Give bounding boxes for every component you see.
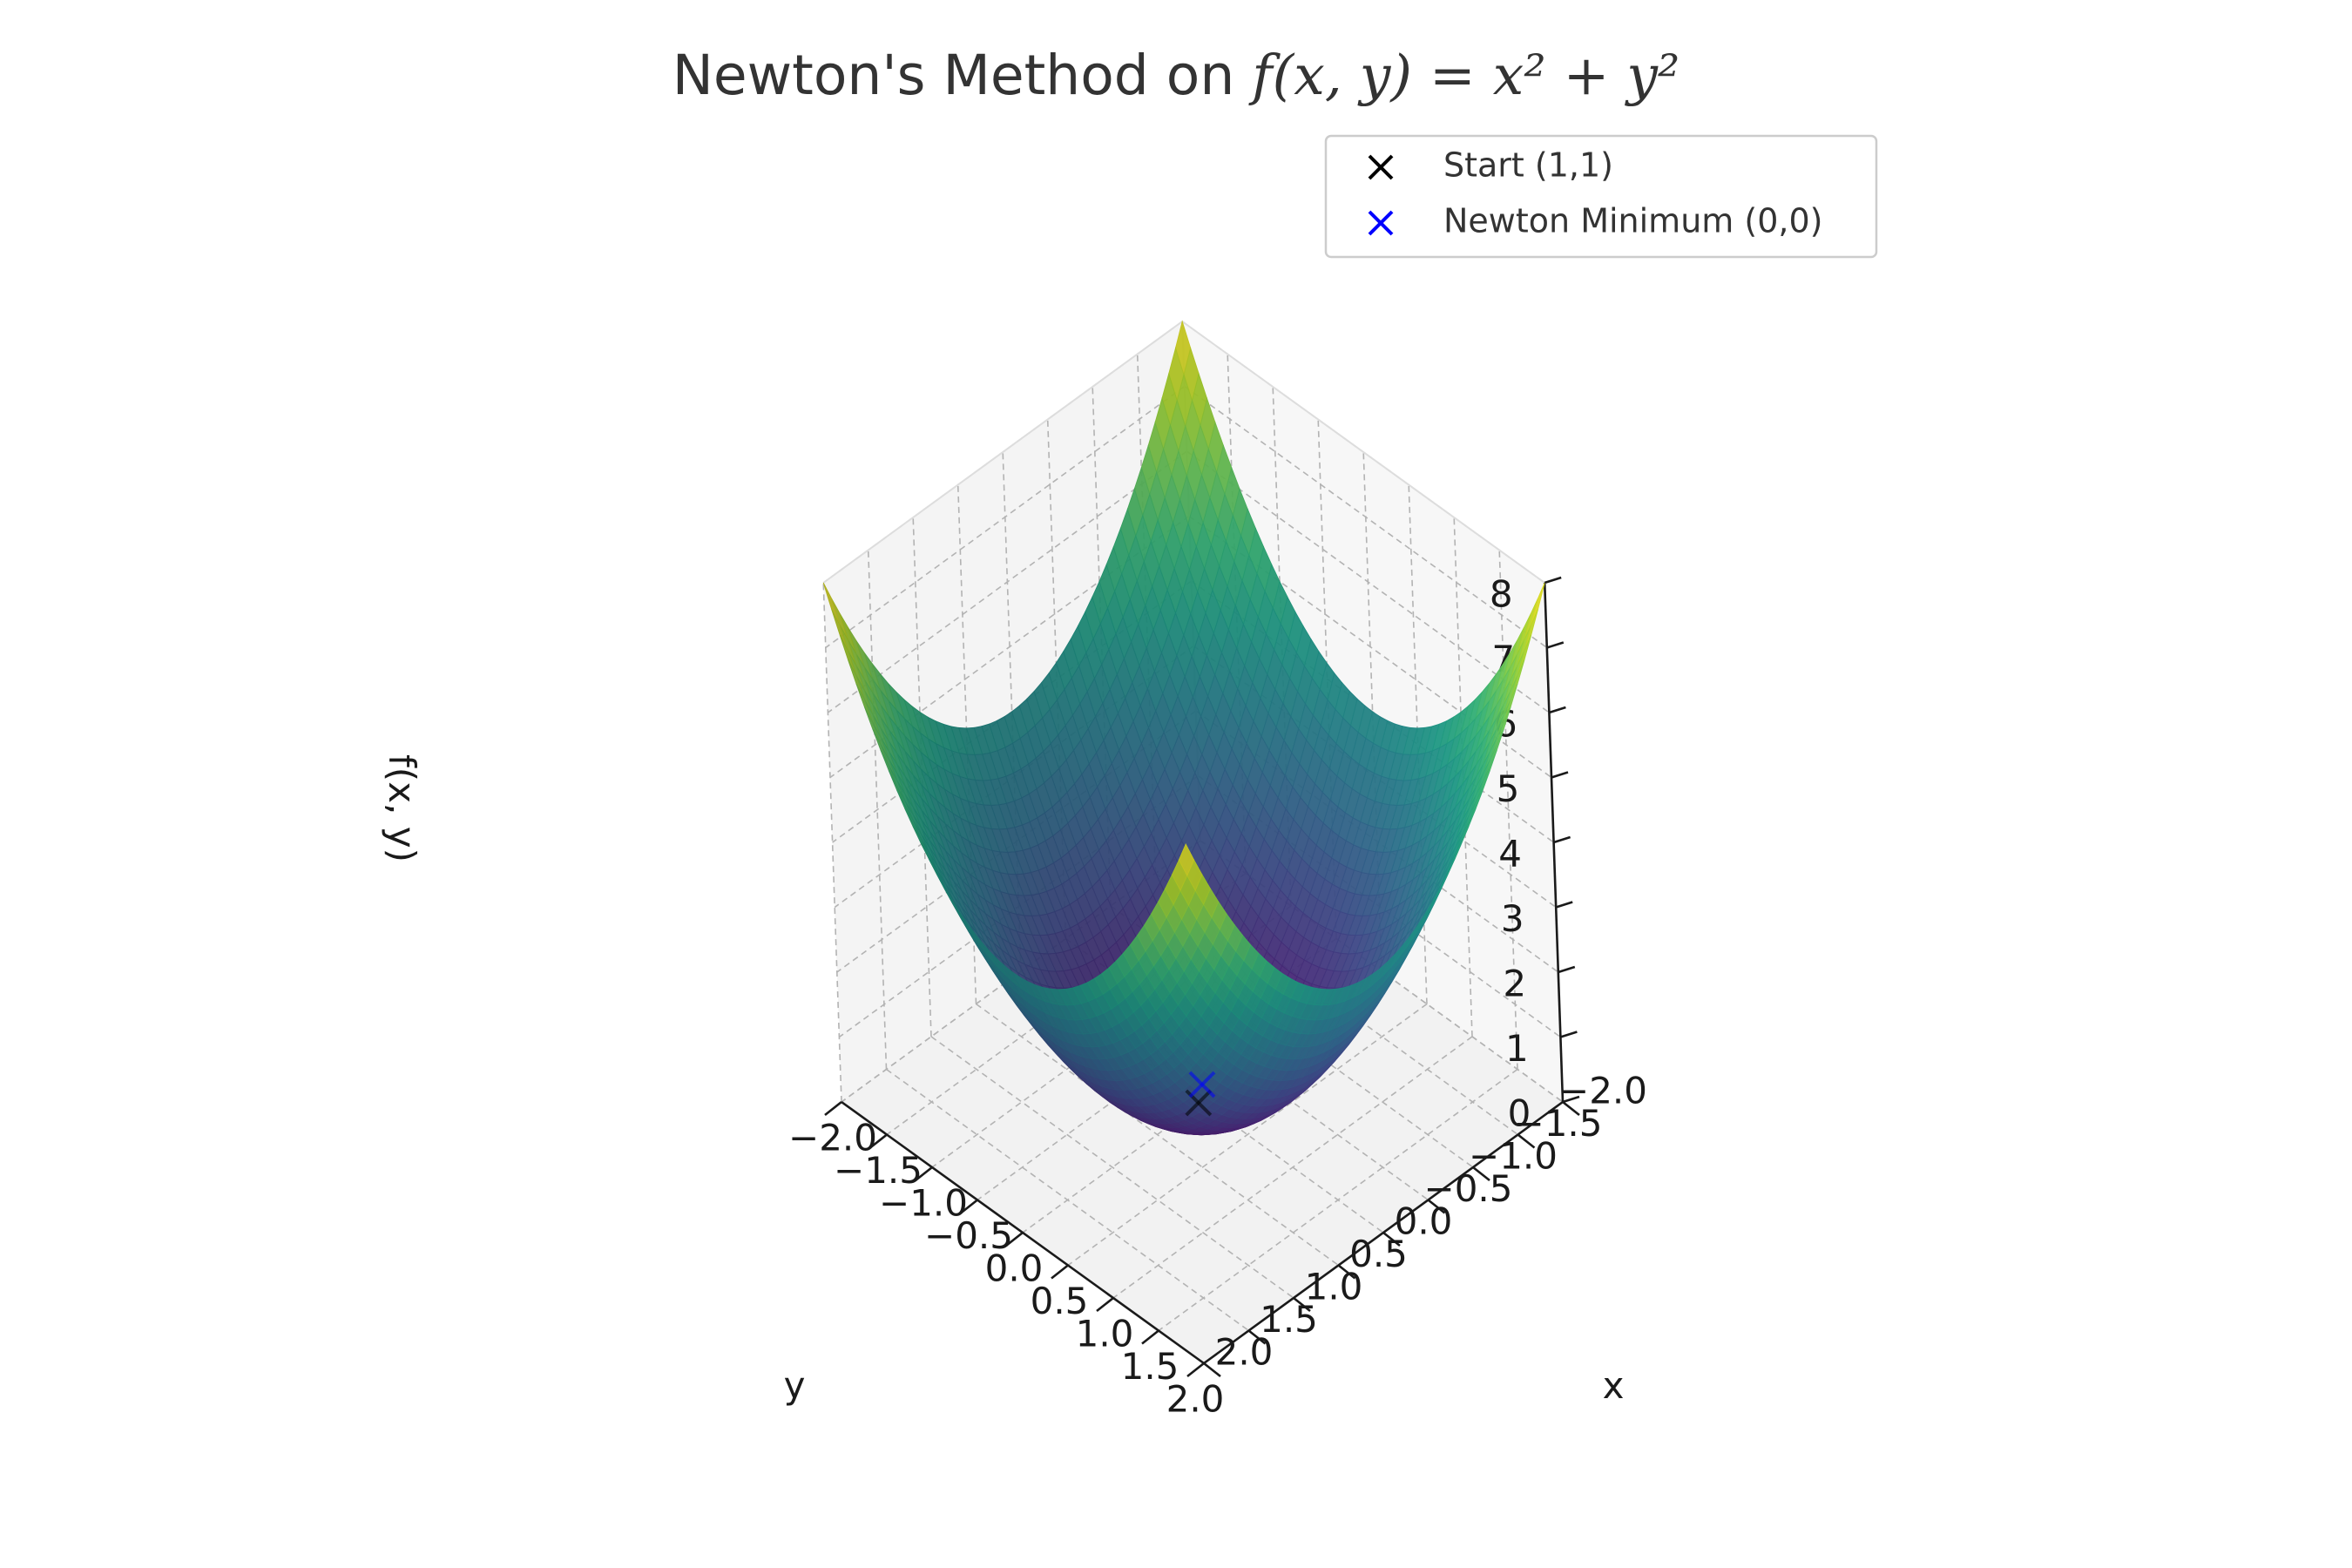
y-tick-label: −1.5 (834, 1149, 923, 1192)
floor-grid-y (1067, 1003, 1428, 1267)
x-tick-label: 1.0 (1305, 1266, 1363, 1308)
y-tick (1141, 1329, 1159, 1345)
x-tick-label: −1.5 (1514, 1102, 1603, 1145)
z-tick-label: 0 (1508, 1092, 1531, 1135)
x-tick (1247, 1329, 1267, 1345)
wall-grid-z (1186, 450, 1550, 713)
y-tick (869, 1133, 888, 1149)
y-tick (824, 1100, 842, 1117)
x-tick (1472, 1166, 1490, 1182)
wall-grid-x (912, 517, 932, 1037)
z-tick (1544, 576, 1562, 585)
wall-grid-y (1498, 550, 1518, 1070)
chart-title-prefix: Newton's Method on (672, 44, 1253, 107)
z-tick-label: 1 (1505, 1027, 1529, 1070)
x-tick-label: 0.0 (1395, 1200, 1453, 1243)
surface-patch (1178, 842, 1195, 877)
x-tick-label: −1.0 (1469, 1135, 1558, 1178)
wall-grid-z (825, 385, 1186, 649)
legend-frame (1324, 134, 1878, 259)
x-tick (1562, 1100, 1580, 1117)
chart-title: Newton's Method on f(x, y) = x² + y² (672, 44, 1680, 107)
x-tick (1382, 1231, 1401, 1247)
legend-minimum-label: Newton Minimum (0,0) (1443, 202, 1822, 240)
surface-plot (822, 320, 1545, 1136)
z-tick (1553, 835, 1571, 844)
wall-grid-z (1184, 385, 1548, 649)
y-tick-label: 1.5 (1121, 1345, 1179, 1388)
y-tick-label: −0.5 (924, 1214, 1013, 1257)
top-edge-right (822, 321, 1183, 584)
x-tick (1337, 1264, 1356, 1280)
z-tick (1546, 641, 1565, 649)
z-tick (1560, 1031, 1578, 1038)
floor-grid-x (930, 1036, 1294, 1299)
z-tick-label: 5 (1497, 767, 1520, 810)
z-tick (1549, 706, 1566, 714)
y-tick-label: 0.0 (985, 1247, 1044, 1290)
floor-grid-y (1112, 1036, 1473, 1299)
x-axis-label: x (1603, 1364, 1625, 1407)
x-tick-label: −0.5 (1424, 1167, 1513, 1210)
floor-grid-x (976, 1003, 1339, 1267)
top-edge-left (1181, 321, 1545, 584)
newton-minimum-marker (1188, 1071, 1216, 1098)
z-tick (1558, 965, 1576, 974)
wall-grid-x (822, 582, 842, 1103)
chart-title-math: f(x, y) = x² + y² (1248, 44, 1680, 107)
y-tick (1005, 1231, 1024, 1247)
y-tick-label: −1.0 (879, 1182, 968, 1225)
wall-grid-z (827, 450, 1187, 713)
x-tick-label: 2.0 (1215, 1331, 1274, 1374)
legend: Start (1,1) Newton Minimum (0,0) (1324, 134, 1878, 259)
z-tick (1551, 771, 1569, 779)
y-tick-label: −2.0 (788, 1117, 877, 1159)
x-tick-label: 1.5 (1260, 1298, 1318, 1341)
y-tick (1051, 1264, 1069, 1280)
wall-grid-x (867, 550, 888, 1070)
x-tick (1427, 1199, 1446, 1214)
z-tick-label: 3 (1501, 897, 1524, 940)
floor-grid-x (886, 1068, 1249, 1332)
y-tick (1096, 1296, 1114, 1313)
z-tick-label: 2 (1503, 963, 1526, 1005)
y-tick (915, 1166, 933, 1182)
marker-stroke (1185, 1089, 1213, 1117)
point-markers (1185, 1071, 1216, 1117)
legend-minimum-icon (1368, 210, 1394, 236)
y-tick (960, 1199, 978, 1214)
z-tick-label: 8 (1490, 573, 1513, 616)
wall-grid-y (1453, 517, 1473, 1037)
z-axis-label: f(x, y) (381, 754, 423, 862)
y-tick-label: 1.0 (1076, 1313, 1134, 1355)
axes: −2.0−1.5−1.0−0.50.00.51.01.52.0−2.0−1.5−… (788, 573, 1647, 1421)
y-tick (1186, 1362, 1205, 1378)
z-tick (1562, 1095, 1580, 1104)
y-axis-label: y (784, 1364, 806, 1407)
z-tick-label: 4 (1498, 833, 1522, 875)
marker-stroke (1188, 1071, 1216, 1098)
x-tick-label: 0.5 (1349, 1233, 1408, 1275)
x-tick (1293, 1296, 1311, 1313)
legend-start-icon (1368, 154, 1394, 180)
x-tick (1517, 1133, 1536, 1149)
x-tick (1203, 1362, 1221, 1378)
legend-start-label: Start (1,1) (1443, 146, 1613, 185)
y-tick-label: 0.5 (1031, 1280, 1089, 1322)
floor-grid-y (1158, 1068, 1518, 1332)
y-tick-label: 2.0 (1166, 1378, 1225, 1421)
z-tick (1555, 901, 1573, 909)
x-tick-label: −2.0 (1558, 1070, 1647, 1112)
